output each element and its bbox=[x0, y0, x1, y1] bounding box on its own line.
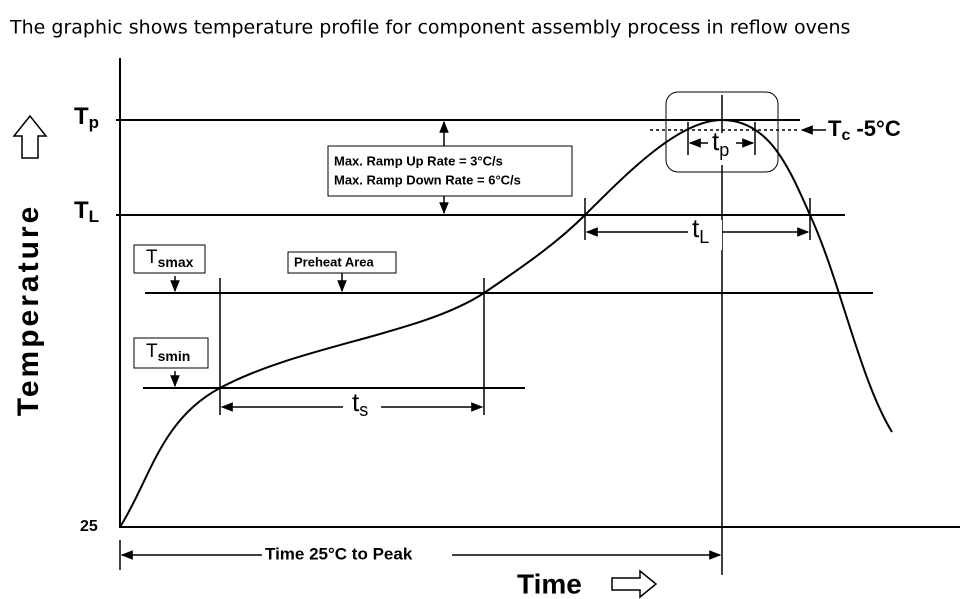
ramp-up-label: Max. Ramp Up Rate = 3°C/s bbox=[334, 153, 503, 168]
tc-rest: -5°C bbox=[850, 116, 900, 141]
x-axis-label: Time bbox=[517, 568, 582, 599]
tl-i-sub: L bbox=[699, 227, 709, 247]
ts-sub: s bbox=[359, 400, 368, 420]
tl-base: T bbox=[74, 197, 89, 224]
time-to-peak-label: Time 25°C to Peak bbox=[265, 544, 413, 563]
x-axis-arrow bbox=[611, 569, 658, 599]
tl-interval-label: tL bbox=[692, 213, 709, 247]
tc-base: T bbox=[828, 116, 842, 141]
ramp-down-label: Max. Ramp Down Rate = 6°C/s bbox=[334, 172, 521, 187]
tsmin-box bbox=[133, 337, 209, 369]
tsmin-label: Tsmin bbox=[146, 341, 190, 364]
tl-i-base: t bbox=[692, 213, 700, 243]
tl-sub: L bbox=[89, 207, 99, 226]
ts-label: ts bbox=[352, 387, 368, 420]
ts-base: t bbox=[352, 387, 360, 417]
tsmax-box bbox=[133, 244, 206, 274]
tsmax-sub: smax bbox=[158, 254, 194, 270]
tp-box bbox=[665, 91, 779, 173]
tsmax-label: Tsmax bbox=[146, 247, 194, 270]
ttp-bg bbox=[262, 544, 452, 566]
preheat-label: Preheat Area bbox=[294, 254, 374, 269]
tc-label: Tc -5°C bbox=[828, 116, 901, 144]
origin-label: 25 bbox=[80, 518, 98, 535]
tp-interval-label: tp bbox=[712, 126, 729, 160]
tp-label: Tp bbox=[74, 103, 99, 132]
tc-sub: c bbox=[841, 127, 850, 144]
y-axis-arrow bbox=[12, 114, 48, 159]
tp-i-base: t bbox=[712, 126, 720, 156]
y-axis-label: Temperature bbox=[12, 204, 45, 417]
tl-bg bbox=[688, 220, 722, 250]
tp-bg bbox=[708, 133, 736, 165]
title: The graphic shows temperature profile fo… bbox=[9, 17, 850, 39]
tp-i-sub: p bbox=[719, 140, 729, 160]
tp-sub: p bbox=[89, 113, 99, 132]
ramp-box bbox=[327, 145, 573, 197]
tp-base: T bbox=[74, 103, 89, 130]
tsmin-sub: smin bbox=[158, 348, 191, 364]
ts-bg bbox=[343, 395, 381, 423]
tsmax-base: T bbox=[146, 247, 158, 268]
tsmin-base: T bbox=[146, 341, 158, 362]
tl-label: TL bbox=[74, 197, 99, 226]
